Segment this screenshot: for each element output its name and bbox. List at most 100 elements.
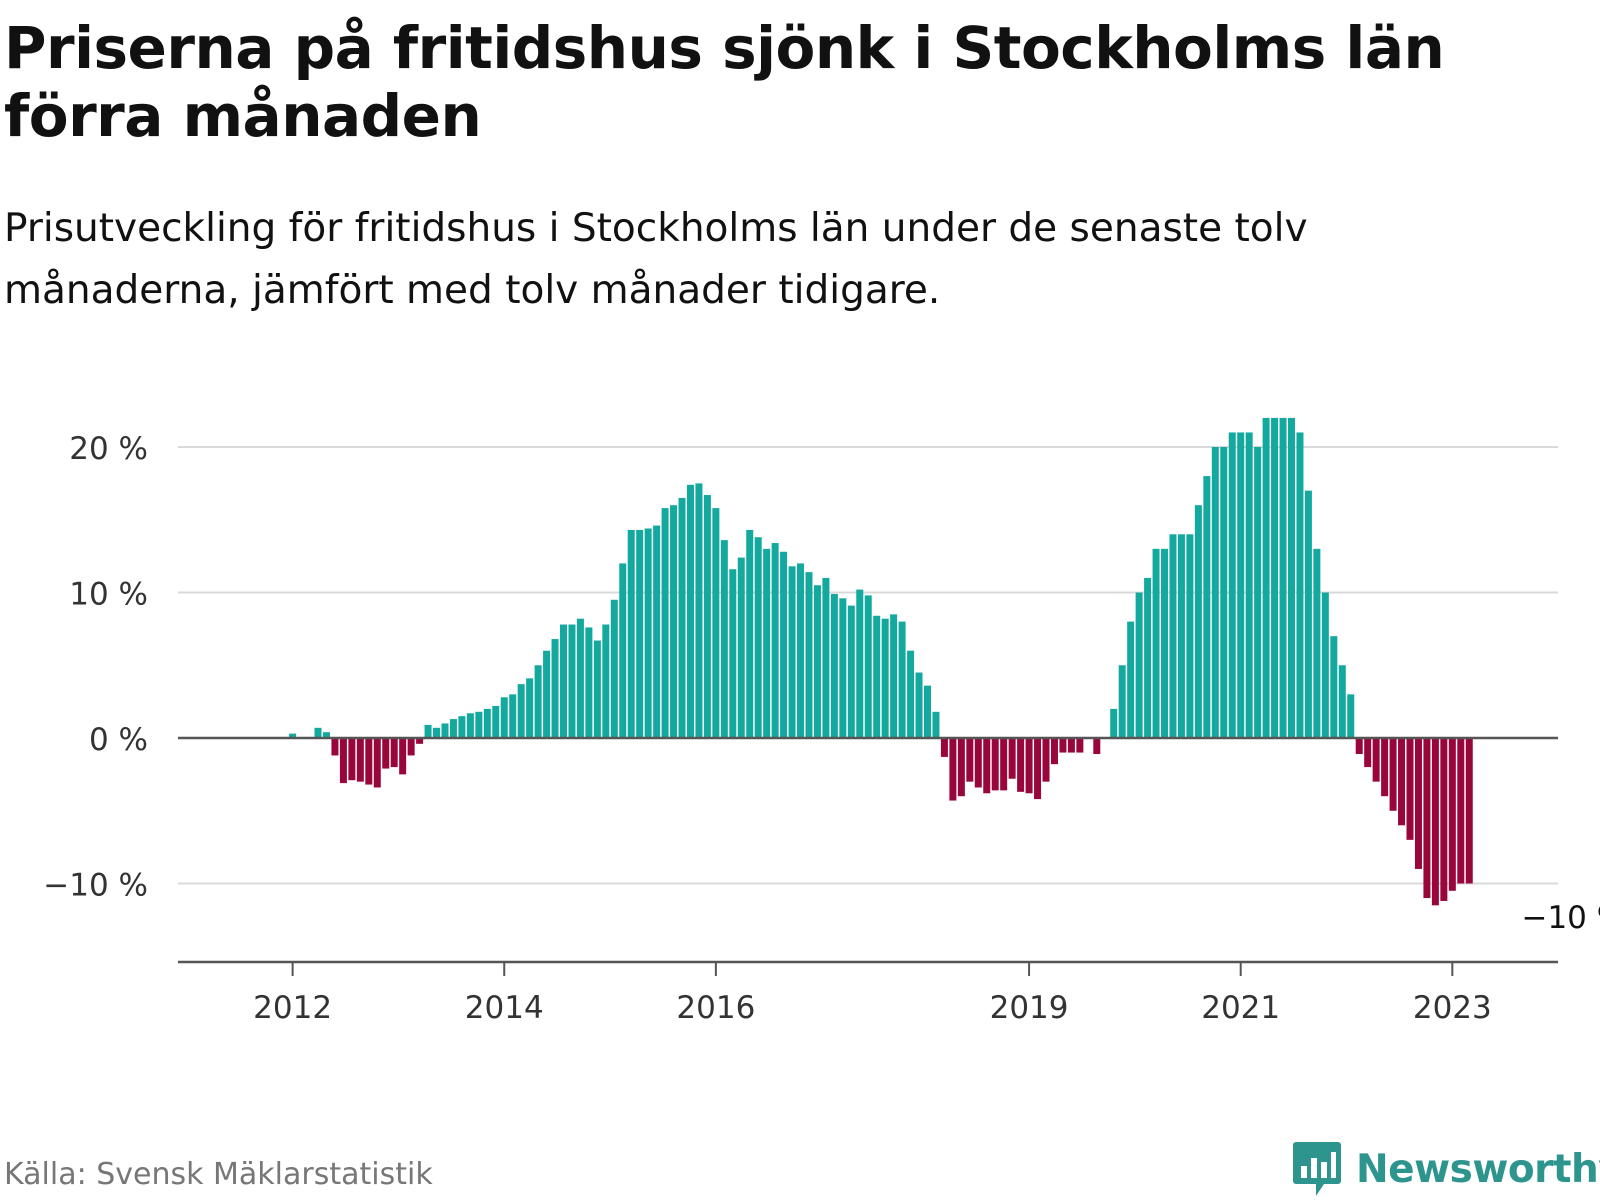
- bar: [991, 738, 999, 791]
- bar: [864, 595, 872, 738]
- bar: [1279, 417, 1287, 738]
- bar: [543, 650, 551, 738]
- bar: [636, 529, 644, 738]
- bar: [915, 672, 923, 738]
- bar: [1465, 738, 1473, 884]
- bar: [957, 738, 965, 797]
- bar: [1245, 432, 1253, 738]
- bar: [1203, 476, 1211, 738]
- bar: [1177, 534, 1185, 738]
- bar: [526, 678, 534, 739]
- bar: [1313, 548, 1321, 738]
- bar: [1093, 738, 1101, 755]
- bar: [1296, 432, 1304, 738]
- y-tick-label: 0 %: [89, 722, 148, 758]
- y-tick-label: −10 %: [43, 868, 148, 904]
- bar: [373, 738, 381, 788]
- y-tick-label: 20 %: [69, 431, 148, 467]
- y-tick-label: 10 %: [69, 577, 148, 613]
- brand-name: Newsworthy: [1356, 1146, 1600, 1192]
- bar: [974, 738, 982, 788]
- bar: [390, 738, 398, 768]
- bar: [1127, 621, 1135, 738]
- source-note: Källa: Svensk Mäklarstatistik: [4, 1157, 433, 1192]
- bar: [1034, 738, 1042, 800]
- bar: [568, 624, 576, 738]
- last-value-label: −10 %: [1521, 900, 1600, 936]
- bar: [602, 624, 610, 738]
- bar: [1254, 447, 1262, 738]
- bar: [551, 639, 559, 738]
- bar: [788, 566, 796, 738]
- bar: [924, 685, 931, 738]
- bar: [1194, 505, 1202, 738]
- bar: [1440, 738, 1448, 901]
- bar: [1448, 738, 1456, 891]
- bar: [365, 738, 373, 785]
- bar: [1042, 738, 1050, 782]
- x-tick-label: 2021: [1201, 990, 1280, 1026]
- bar: [509, 694, 517, 738]
- bar: [348, 738, 356, 781]
- bar: [500, 697, 508, 738]
- bar: [966, 738, 974, 782]
- y-axis-labels: 20 % 10 % 0 % −10 %: [43, 431, 148, 904]
- bar: [847, 605, 855, 739]
- bar: [1364, 738, 1372, 768]
- bar: [576, 618, 584, 738]
- x-axis: 2012 2014 2016 2019 2021 2023: [178, 960, 1558, 1026]
- bar: [712, 508, 720, 738]
- bar: [678, 497, 686, 738]
- bar: [475, 711, 483, 738]
- bar: [1414, 738, 1422, 869]
- newsworthy-logo: Newsworthy: [1292, 1138, 1600, 1200]
- bar: [1110, 708, 1118, 738]
- bar: [686, 484, 694, 738]
- bar: [1304, 490, 1312, 738]
- chart-subtitle: Prisutveckling för fritidshus i Stockhol…: [4, 206, 1308, 313]
- bar: [661, 508, 669, 738]
- bar: [399, 738, 407, 775]
- bar: [1152, 548, 1160, 738]
- bar: [560, 624, 567, 738]
- bar: [746, 529, 754, 738]
- bar: [1389, 738, 1397, 811]
- bar: [932, 711, 940, 738]
- bar: [763, 548, 771, 738]
- bar: [314, 727, 322, 739]
- bar: [492, 705, 500, 738]
- bar: [339, 738, 347, 784]
- bar: [1144, 577, 1152, 738]
- bar: [856, 589, 864, 738]
- bar-chart-speech-bubble-icon: [1293, 1142, 1341, 1196]
- bar: [1008, 738, 1016, 779]
- bar: [1347, 694, 1355, 738]
- bar: [322, 732, 330, 738]
- bar: [653, 525, 661, 738]
- bar: [797, 563, 805, 738]
- bar: [1262, 417, 1270, 738]
- bar: [1431, 738, 1439, 906]
- bar: [1211, 447, 1219, 738]
- bar: [1186, 534, 1194, 738]
- bar: [433, 727, 441, 739]
- bar: [813, 585, 821, 739]
- bars: [289, 417, 1473, 906]
- bar: [458, 716, 466, 738]
- bar: [1000, 738, 1008, 791]
- x-tick-label: 2023: [1413, 990, 1492, 1026]
- annotation: −10 %: [1521, 900, 1600, 936]
- bar: [1118, 665, 1126, 738]
- bar: [1059, 738, 1067, 753]
- bar: [1017, 738, 1025, 792]
- bar: [424, 724, 432, 738]
- bar: [644, 528, 652, 738]
- bar: [822, 577, 830, 738]
- bar: [729, 569, 737, 738]
- bar: [1135, 592, 1143, 738]
- bar: [839, 598, 847, 738]
- bar: [1228, 432, 1236, 738]
- bar: [1398, 738, 1406, 826]
- bar: [356, 738, 364, 782]
- bar: [1457, 738, 1465, 884]
